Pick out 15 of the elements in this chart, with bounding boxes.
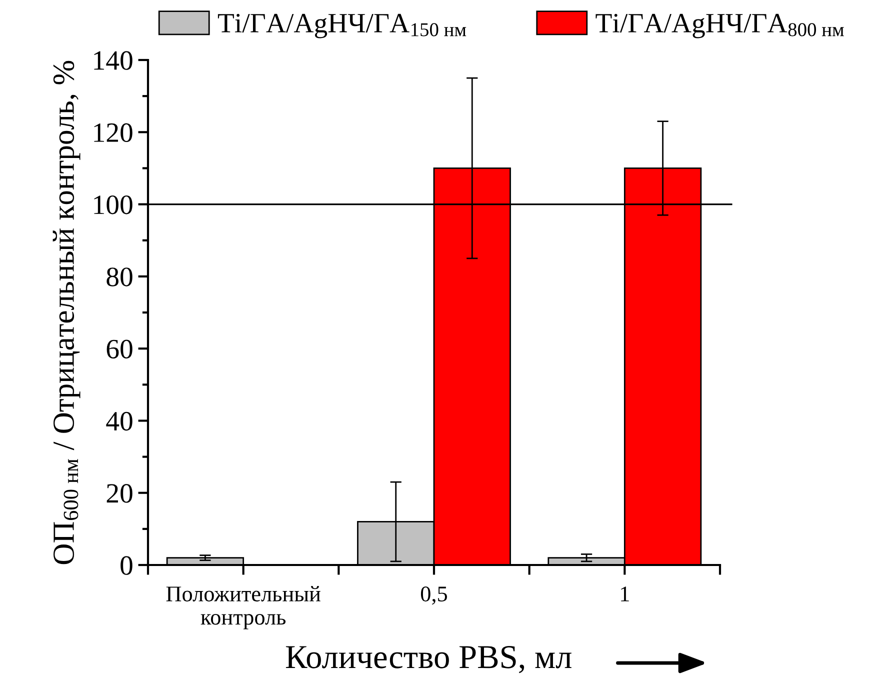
y-tick-label: 100 xyxy=(94,195,132,214)
x-tick-label: Положительный контроль xyxy=(166,586,320,630)
y-tick-label: 80 xyxy=(106,268,132,286)
y-tick-label: 140 xyxy=(94,51,132,70)
x-tick-label: 0,5 xyxy=(420,586,448,605)
x-axis-title: Количество PBS, мл xyxy=(286,646,572,674)
y-tick-label: 60 xyxy=(106,340,132,358)
y-tick-label: 40 xyxy=(106,412,132,431)
y-tick-label: 0 xyxy=(120,556,132,575)
y-axis-title: ОП$_{600 нм}$ / Отрицательный контроль, % xyxy=(52,60,80,564)
legend-label: Ti/ГА/AgНЧ/ГА$_{800 нм}$ xyxy=(596,14,844,38)
y-tick-label: 120 xyxy=(94,123,132,142)
y-tick-label: 20 xyxy=(106,484,132,503)
x-tick-label: 1 xyxy=(621,586,629,602)
legend-label: Ti/ГА/AgНЧ/ГА$_{150 нм}$ xyxy=(218,14,466,38)
